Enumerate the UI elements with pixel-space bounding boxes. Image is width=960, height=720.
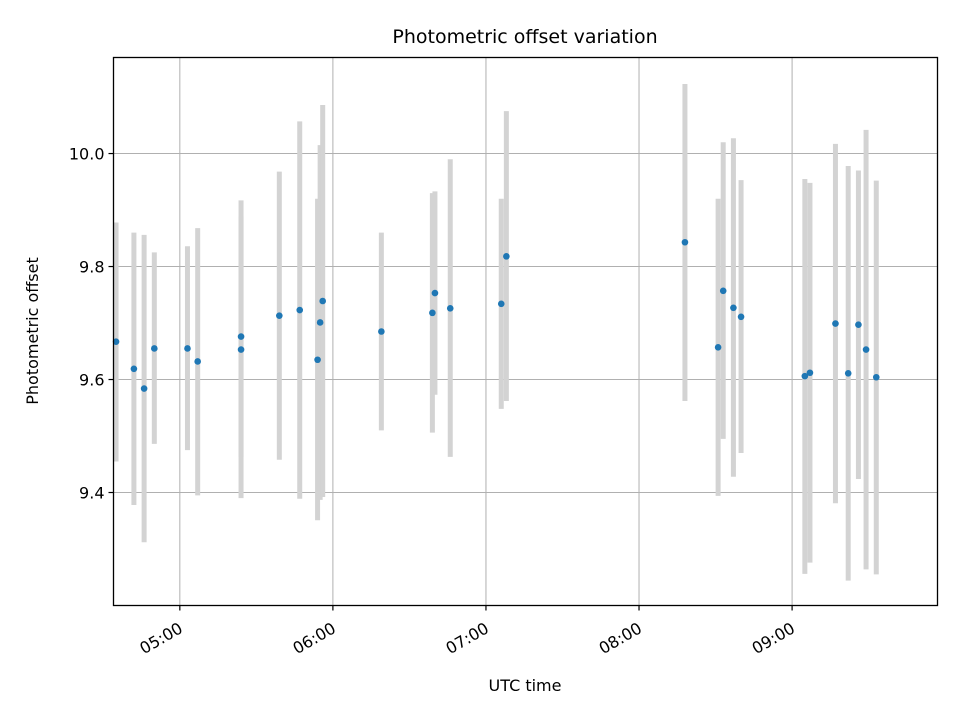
data-point bbox=[737, 313, 745, 321]
y-axis-label: Photometric offset bbox=[23, 257, 42, 405]
data-point bbox=[719, 287, 727, 295]
data-point bbox=[316, 319, 324, 326]
data-point bbox=[319, 297, 326, 305]
data-point bbox=[112, 338, 120, 345]
chart-title: Photometric offset variation bbox=[392, 26, 657, 48]
x-axis-label: UTC time bbox=[489, 676, 562, 695]
data-point bbox=[151, 345, 158, 352]
data-point bbox=[184, 345, 191, 352]
data-point bbox=[446, 305, 454, 312]
data-point bbox=[497, 300, 505, 308]
data-point bbox=[378, 328, 385, 335]
y-tick-label: 9.8 bbox=[79, 258, 104, 277]
data-point bbox=[237, 346, 245, 353]
data-point bbox=[314, 356, 321, 364]
data-point bbox=[431, 289, 439, 297]
data-point bbox=[844, 370, 852, 377]
y-tick-label: 9.4 bbox=[79, 484, 104, 503]
data-point bbox=[872, 373, 880, 381]
data-point bbox=[855, 321, 862, 329]
y-tick-label: 9.6 bbox=[79, 371, 104, 390]
data-point bbox=[140, 385, 148, 392]
data-point bbox=[801, 372, 809, 380]
data-point bbox=[194, 358, 201, 365]
data-point bbox=[681, 238, 689, 246]
data-point bbox=[862, 346, 870, 353]
data-point bbox=[806, 369, 814, 377]
data-point bbox=[714, 344, 722, 351]
data-point bbox=[276, 312, 283, 319]
grid bbox=[113, 57, 938, 606]
data-point bbox=[237, 333, 245, 340]
data-point bbox=[429, 309, 436, 317]
data-point bbox=[730, 304, 737, 312]
data-point bbox=[296, 306, 304, 314]
data-points bbox=[112, 238, 880, 392]
plot-frame bbox=[112, 56, 939, 607]
data-point bbox=[832, 320, 839, 327]
data-point bbox=[130, 365, 138, 373]
y-axis: 9.4 9.6 9.8 10.0 bbox=[69, 145, 114, 503]
data-point bbox=[503, 253, 510, 260]
y-tick-label: 10.0 bbox=[69, 145, 105, 164]
